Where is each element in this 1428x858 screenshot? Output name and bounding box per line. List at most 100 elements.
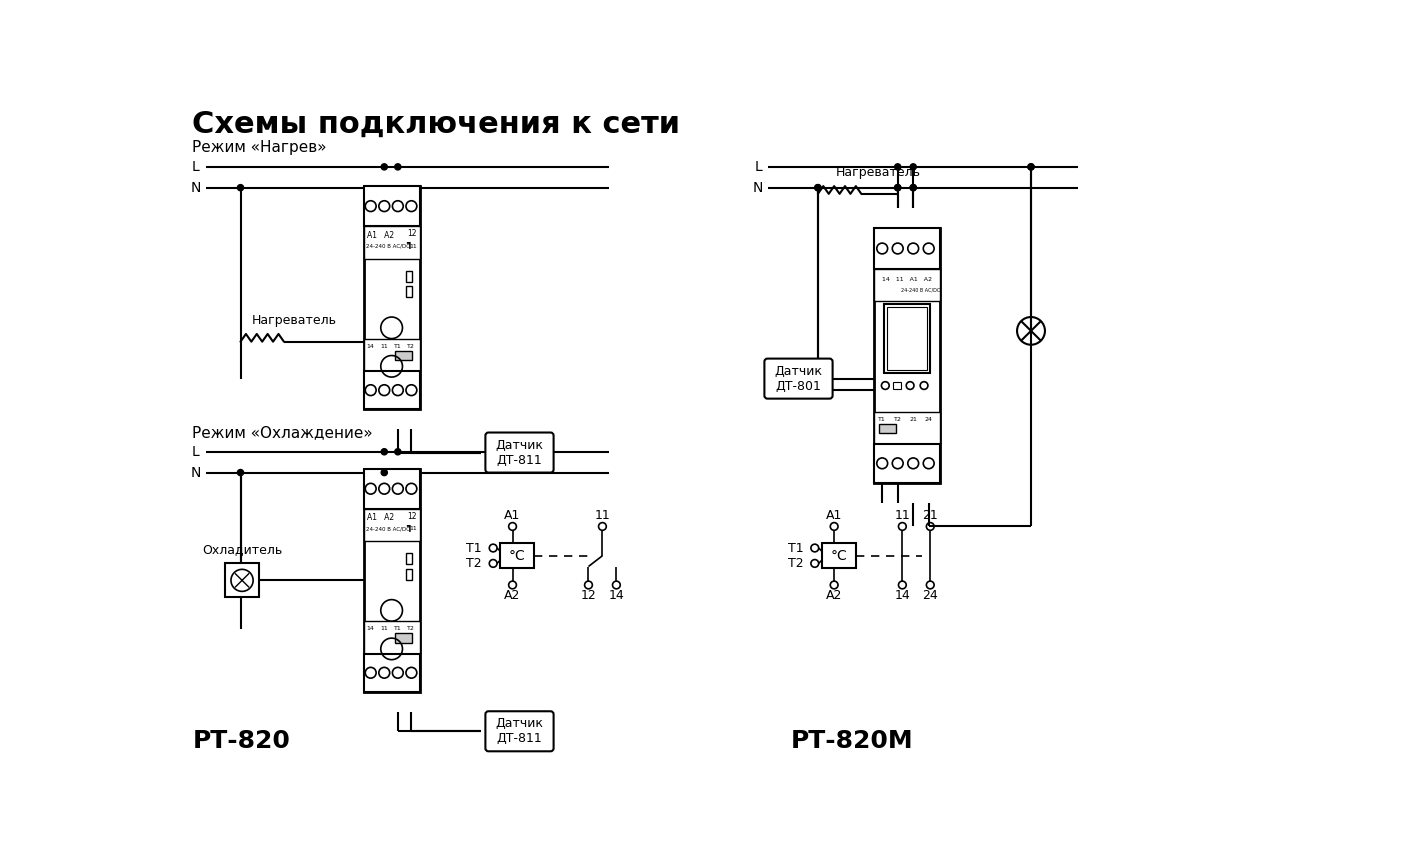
Text: Датчик
ДТ-811: Датчик ДТ-811: [496, 717, 544, 746]
Bar: [884, 304, 930, 373]
Bar: [364, 654, 420, 692]
Text: 24-240 В АС/DC: 24-240 В АС/DC: [366, 244, 410, 249]
Bar: [821, 543, 855, 568]
Text: 12: 12: [407, 229, 417, 239]
Text: 21: 21: [922, 509, 938, 523]
Text: N: N: [753, 181, 764, 195]
Text: Схемы подключения к сети: Схемы подключения к сети: [193, 110, 681, 139]
Bar: [892, 382, 901, 390]
Text: Датчик
ДТ-811: Датчик ДТ-811: [496, 438, 544, 467]
Text: ┓: ┓: [406, 521, 411, 531]
Text: A1   A2: A1 A2: [367, 231, 394, 240]
Text: Охладитель: Охладитель: [201, 543, 283, 556]
Text: 14: 14: [894, 589, 910, 602]
Bar: [364, 371, 420, 409]
Text: T1: T1: [788, 541, 804, 554]
Text: A2: A2: [825, 589, 843, 602]
Bar: [394, 351, 411, 360]
Text: Режим «Нагрев»: Режим «Нагрев»: [193, 140, 327, 155]
Text: A1: A1: [504, 509, 521, 523]
FancyBboxPatch shape: [486, 711, 554, 752]
Text: РТ-820: РТ-820: [193, 728, 290, 752]
Circle shape: [381, 164, 387, 170]
Circle shape: [381, 469, 387, 475]
Bar: [364, 509, 420, 541]
Bar: [874, 269, 940, 301]
Bar: [364, 621, 420, 654]
Text: T2: T2: [894, 417, 901, 422]
Circle shape: [910, 184, 917, 190]
Text: 11: 11: [380, 626, 388, 631]
Circle shape: [815, 184, 821, 190]
Bar: [874, 228, 940, 269]
Text: 24-240 В АС/DC: 24-240 В АС/DC: [901, 287, 941, 293]
Circle shape: [237, 184, 244, 190]
Text: 11: 11: [594, 509, 610, 523]
Text: 11: 11: [410, 526, 417, 531]
Text: °С: °С: [831, 549, 847, 563]
Text: N: N: [190, 181, 201, 195]
Text: 14: 14: [367, 344, 374, 349]
Circle shape: [394, 164, 401, 170]
Text: T1: T1: [466, 541, 481, 554]
Circle shape: [394, 449, 401, 455]
Bar: [364, 186, 420, 409]
Bar: [364, 339, 420, 371]
Text: 14   11   A1   A2: 14 11 A1 A2: [883, 277, 932, 281]
Bar: [500, 543, 534, 568]
Circle shape: [381, 449, 387, 455]
Text: L: L: [191, 160, 200, 174]
Text: T2: T2: [788, 557, 804, 570]
FancyBboxPatch shape: [486, 432, 554, 473]
Text: 24: 24: [925, 417, 932, 422]
Text: °С: °С: [508, 549, 526, 563]
Text: T1: T1: [394, 344, 401, 349]
Text: Режим «Охлаждение»: Режим «Охлаждение»: [193, 425, 373, 440]
Bar: [406, 287, 411, 297]
Circle shape: [237, 469, 244, 475]
Bar: [874, 412, 940, 444]
Text: A1: A1: [825, 509, 843, 523]
Text: T1: T1: [394, 626, 401, 631]
Text: 24: 24: [922, 589, 938, 602]
Text: N: N: [190, 466, 201, 480]
Text: T2: T2: [466, 557, 481, 570]
Text: L: L: [754, 160, 763, 174]
Circle shape: [1028, 164, 1034, 170]
Bar: [394, 633, 411, 643]
Text: Нагреватель: Нагреватель: [835, 166, 921, 178]
Text: A2: A2: [504, 589, 521, 602]
Bar: [364, 468, 420, 692]
Text: 14: 14: [367, 626, 374, 631]
Bar: [880, 424, 897, 433]
Text: 12: 12: [407, 512, 417, 521]
Text: 11: 11: [410, 244, 417, 249]
Text: Датчик
ДТ-801: Датчик ДТ-801: [774, 365, 823, 393]
Circle shape: [1028, 164, 1034, 170]
Text: 12: 12: [581, 589, 597, 602]
Bar: [406, 271, 411, 281]
Bar: [364, 186, 420, 227]
Circle shape: [894, 184, 901, 190]
Text: РТ-820М: РТ-820М: [791, 728, 914, 752]
Text: T2: T2: [407, 626, 416, 631]
Circle shape: [894, 164, 901, 170]
Text: T2: T2: [407, 344, 416, 349]
Circle shape: [894, 184, 901, 190]
Bar: [887, 307, 927, 370]
Bar: [226, 564, 258, 597]
Bar: [874, 228, 940, 482]
Bar: [874, 444, 940, 482]
Circle shape: [910, 164, 917, 170]
Text: Нагреватель: Нагреватель: [253, 314, 337, 328]
Text: 21: 21: [910, 417, 917, 422]
Circle shape: [910, 184, 917, 190]
Text: T1: T1: [878, 417, 887, 422]
Text: L: L: [191, 444, 200, 459]
Bar: [406, 553, 411, 565]
Bar: [406, 569, 411, 580]
Text: 24-240 В АС/DC: 24-240 В АС/DC: [366, 526, 410, 531]
FancyBboxPatch shape: [764, 359, 833, 399]
Text: 14: 14: [608, 589, 624, 602]
Circle shape: [815, 184, 821, 190]
